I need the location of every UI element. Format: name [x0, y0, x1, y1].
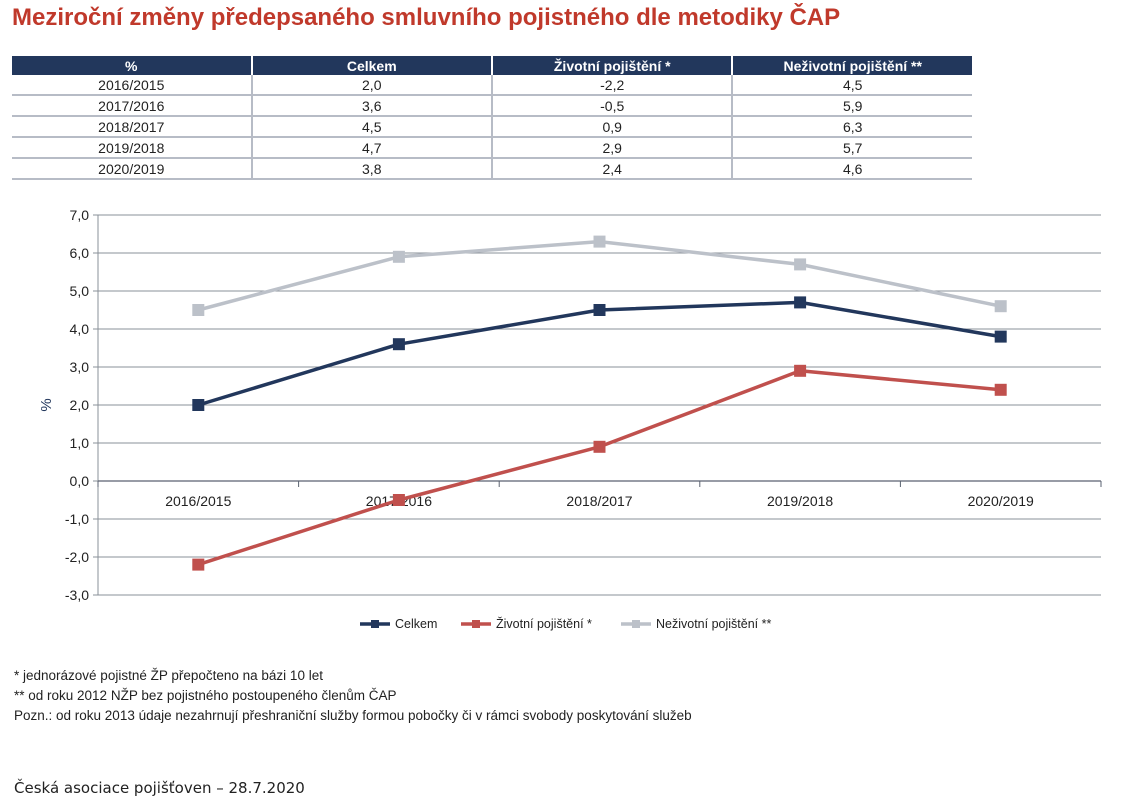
series-line	[197, 239, 1002, 312]
table-header-row: % Celkem Životní pojištění * Neživotní p…	[12, 56, 972, 75]
table-cell: 4,6	[732, 158, 972, 180]
table-cell: 2018/2017	[12, 116, 253, 138]
y-tick-label: 3,0	[70, 359, 90, 375]
page-title: Meziroční změny předepsaného smluvního p…	[12, 4, 841, 31]
footnote: ** od roku 2012 NŽP bez pojistného posto…	[14, 688, 397, 703]
table-cell: 4,5	[732, 75, 972, 96]
table-cell: 2,9	[491, 137, 734, 159]
column-header: %	[12, 56, 253, 75]
legend-swatch-marker	[371, 620, 379, 628]
table-cell: -2,2	[491, 75, 734, 96]
series-line	[197, 369, 1001, 567]
data-point	[994, 330, 1007, 343]
column-header: Celkem	[251, 56, 493, 75]
data-point	[192, 558, 205, 571]
table-cell: 0,9	[491, 116, 734, 138]
data-point	[593, 440, 606, 453]
table-cell: 4,5	[251, 116, 493, 138]
table-cell: 2,0	[251, 75, 493, 96]
y-tick-label: 4,0	[70, 321, 90, 337]
data-point	[392, 494, 405, 506]
table-cell: -0,5	[491, 95, 734, 117]
table-row: 2016/2015 2,0 -2,2 4,5	[12, 75, 972, 96]
footnote: * jednorázové pojistné ŽP přepočteno na …	[14, 668, 323, 683]
legend-label: Životní pojištění *	[496, 616, 592, 631]
table-cell: 5,9	[732, 95, 972, 117]
series-line	[197, 300, 1001, 407]
source-footer: Česká asociace pojišťoven – 28.7.2020	[14, 779, 305, 797]
x-tick-label: 2016/2015	[165, 493, 231, 509]
legend-label: Celkem	[395, 617, 437, 631]
table-cell: 2016/2015	[12, 75, 253, 96]
table-cell: 2019/2018	[12, 137, 253, 159]
x-tick-label: 2018/2017	[566, 493, 632, 509]
column-header: Životní pojištění *	[491, 56, 734, 75]
data-point	[794, 364, 807, 377]
table-cell: 2,4	[491, 158, 734, 180]
y-tick-label: -1,0	[65, 511, 89, 527]
data-point	[593, 235, 606, 248]
table-cell: 3,8	[251, 158, 493, 180]
table-cell: 2020/2019	[12, 158, 253, 180]
data-point	[593, 304, 606, 316]
y-tick-label: -2,0	[65, 549, 89, 565]
y-tick-label: 7,0	[70, 207, 90, 223]
legend-swatch-marker	[632, 620, 640, 628]
data-table: % Celkem Životní pojištění * Neživotní p…	[12, 56, 972, 180]
x-tick-label: 2019/2018	[767, 493, 833, 509]
line-chart: 7,0 6,0 5,0 4,0 3,0 2,0 1,0 0,0 -1,0 -2,0 -3,0 2016…	[38, 207, 1102, 631]
data-point	[994, 383, 1007, 396]
y-tick-label: 1,0	[70, 435, 90, 451]
legend-swatch-marker	[472, 620, 480, 628]
y-tick-label: 2,0	[70, 397, 90, 413]
table-cell: 2017/2016	[12, 95, 253, 117]
table-cell: 3,6	[251, 95, 493, 117]
data-point	[392, 338, 405, 351]
table-row: 2018/2017 4,5 0,9 6,3	[12, 116, 972, 138]
data-point	[994, 300, 1007, 313]
table-row: 2017/2016 3,6 -0,5 5,9	[12, 95, 972, 117]
footnotes: * jednorázové pojistné ŽP přepočteno na …	[14, 666, 692, 726]
y-tick-label: 5,0	[70, 283, 90, 299]
column-header: Neživotní pojištění **	[732, 56, 972, 75]
data-point	[794, 296, 807, 309]
table-cell: 4,7	[251, 137, 493, 159]
table-row: 2019/2018 4,7 2,9 5,7	[12, 137, 972, 159]
y-tick-label: 6,0	[70, 245, 90, 261]
data-point	[392, 250, 405, 263]
x-tick-label: 2020/2019	[968, 493, 1034, 509]
table-cell: 6,3	[732, 116, 972, 138]
y-tick-label: -3,0	[65, 587, 89, 603]
data-point	[192, 399, 205, 411]
y-axis-label: %	[38, 398, 55, 411]
data-point	[794, 258, 807, 271]
legend-label: Neživotní pojištění **	[656, 617, 771, 631]
table-row: 2020/2019 3,8 2,4 4,6	[12, 158, 972, 180]
y-tick-label: 0,0	[70, 473, 90, 489]
data-point	[192, 304, 205, 316]
footnote: Pozn.: od roku 2013 údaje nezahrnují pře…	[14, 708, 692, 723]
table-cell: 5,7	[732, 137, 972, 159]
